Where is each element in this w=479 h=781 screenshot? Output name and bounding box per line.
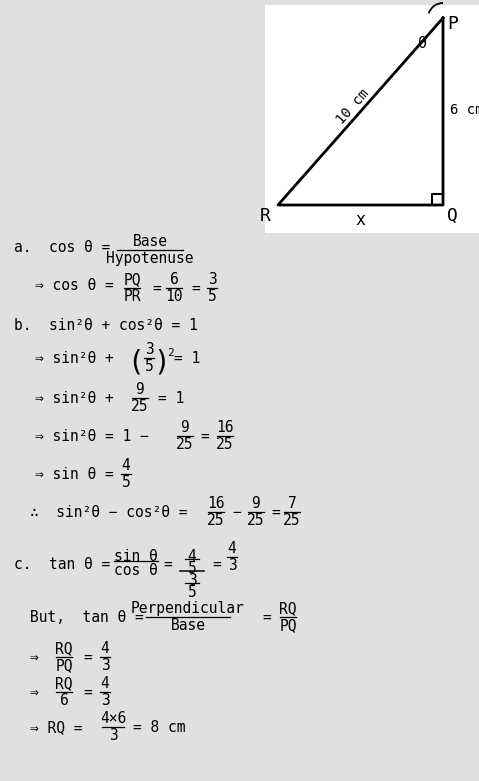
Text: 3: 3 [109,728,117,743]
Text: PR: PR [123,289,141,304]
Bar [265,5,479,233]
Text: 3: 3 [145,342,153,357]
Text: RQ: RQ [279,601,297,616]
Text: =: = [163,557,172,572]
Text: 5: 5 [207,289,217,304]
Text: = 8 cm: = 8 cm [133,720,185,735]
Text: ⇒ RQ =: ⇒ RQ = [30,720,82,735]
Text: =: = [262,610,271,625]
Text: ⇒: ⇒ [30,685,39,700]
Text: PQ: PQ [55,658,73,673]
Text: 25: 25 [283,513,301,528]
Text: 2: 2 [167,348,174,358]
Text: 4: 4 [101,641,109,656]
Text: ⇒ sin²θ +: ⇒ sin²θ + [35,351,114,366]
Text: b.  sin²θ + cos²θ = 1: b. sin²θ + cos²θ = 1 [14,318,198,333]
Text: 3: 3 [207,272,217,287]
Text: RQ: RQ [55,641,73,656]
Text: 25: 25 [207,513,225,528]
Text: 3: 3 [101,693,109,708]
Text: 10: 10 [165,289,183,304]
Text: =: = [83,650,92,665]
Text: =: = [83,685,92,700]
Text: θ: θ [419,35,428,51]
Text: =: = [200,429,209,444]
Text: ⇒ cos θ =: ⇒ cos θ = [35,278,114,293]
Text: 25: 25 [216,437,234,452]
Text: ∴  sin²θ − cos²θ =: ∴ sin²θ − cos²θ = [30,505,187,520]
Text: 5: 5 [122,475,130,490]
Text: But,  tan θ =: But, tan θ = [30,610,144,625]
Text: P: P [447,15,458,33]
Text: 3: 3 [188,573,196,588]
Text: ⇒ sin²θ = 1 −: ⇒ sin²θ = 1 − [35,429,149,444]
Text: 6: 6 [59,693,68,708]
Text: =: = [152,281,161,296]
Text: −: − [232,505,241,520]
Text: = 1: = 1 [174,351,200,366]
Text: 5: 5 [188,585,196,600]
Text: PQ: PQ [279,618,297,633]
Text: 9: 9 [136,382,144,397]
Text: x: x [355,211,365,229]
Text: c.  tan θ =: c. tan θ = [14,557,110,572]
Text: 3: 3 [228,558,236,573]
Text: Q: Q [447,207,458,225]
Text: ): ) [154,349,171,377]
Text: 3: 3 [101,658,109,673]
Text: =: = [271,505,280,520]
Text: ⇒ sin θ =: ⇒ sin θ = [35,467,114,482]
Text: cos θ: cos θ [114,563,158,578]
Text: Base: Base [133,234,168,249]
Text: 4: 4 [122,458,130,473]
Text: 7: 7 [287,496,297,511]
Text: 5: 5 [145,359,153,374]
Text: 16: 16 [216,420,234,435]
Text: RQ: RQ [55,676,73,691]
Text: 6 cm: 6 cm [450,102,479,116]
Text: a.  cos θ =: a. cos θ = [14,240,110,255]
Text: ⇒ sin²θ +: ⇒ sin²θ + [35,391,114,406]
Text: 6: 6 [170,272,178,287]
Text: = 1: = 1 [158,391,184,406]
Text: =: = [191,281,200,296]
Text: =: = [212,557,221,572]
Text: 9: 9 [251,496,261,511]
Text: Hypotenuse: Hypotenuse [106,251,194,266]
Text: 25: 25 [131,399,149,414]
Text: ⇒: ⇒ [30,650,39,665]
Text: 4: 4 [188,549,196,564]
Text: PQ: PQ [123,272,141,287]
Text: (: ( [127,349,144,377]
Text: 25: 25 [247,513,265,528]
Text: 25: 25 [176,437,194,452]
Text: Perpendicular: Perpendicular [131,601,245,616]
Text: 4: 4 [228,541,236,556]
Text: 5: 5 [188,561,196,576]
Text: 9: 9 [181,420,189,435]
Text: 16: 16 [207,496,225,511]
Text: 10 cm: 10 cm [333,86,372,127]
Text: 4×6: 4×6 [100,711,126,726]
Text: sin θ: sin θ [114,549,158,564]
Text: R: R [260,207,271,225]
Text: Base: Base [171,618,205,633]
Text: 4: 4 [101,676,109,691]
